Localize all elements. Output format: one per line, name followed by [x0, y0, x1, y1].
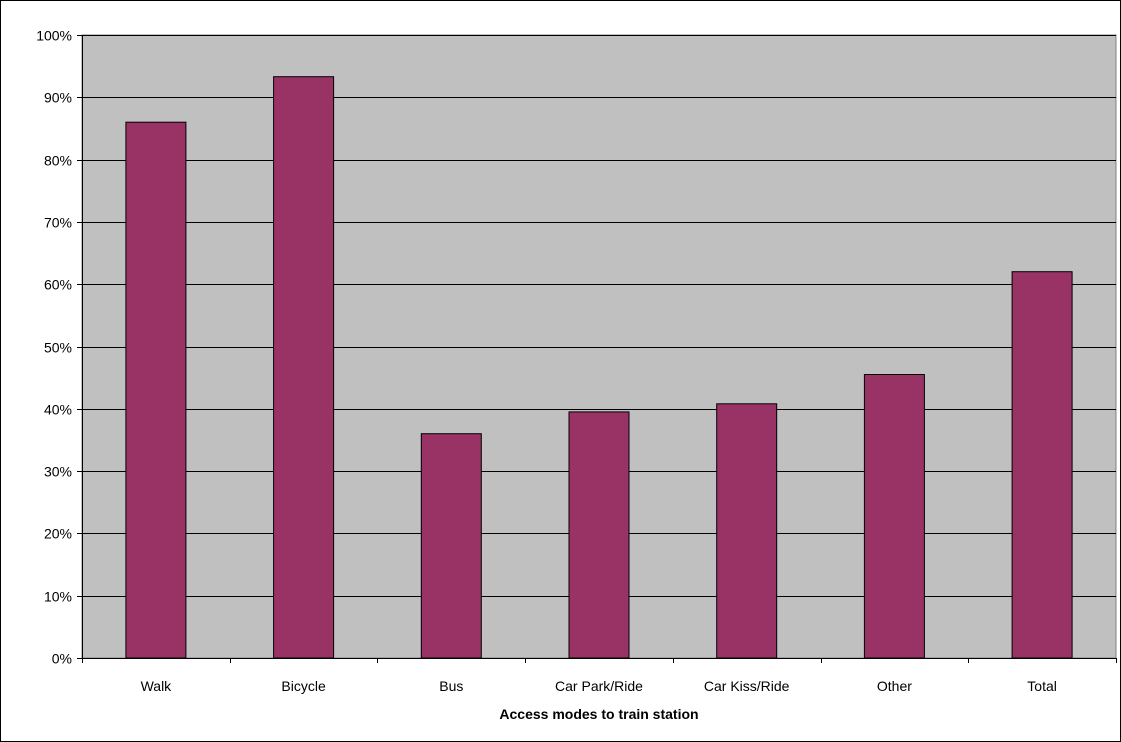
y-tick-label: 90%	[44, 90, 72, 106]
bar-car-kiss-ride	[716, 403, 778, 659]
bar-walk	[125, 121, 187, 659]
bar-car-park-ride	[568, 411, 630, 659]
y-axis: 0% 10% 20% 30% 40% 50% 60% 70% 80% 90% 100%	[36, 28, 83, 667]
x-tick-label: Bus	[439, 678, 463, 694]
bar-total	[1011, 271, 1073, 659]
bar-other	[863, 374, 925, 659]
y-tick-label: 0%	[52, 651, 72, 667]
x-tick-label: Bicycle	[281, 678, 326, 694]
y-tick-label: 40%	[44, 402, 72, 418]
bar-bus	[420, 433, 482, 659]
y-tick-label: 80%	[44, 153, 72, 169]
x-tick-label: Car Park/Ride	[555, 678, 643, 694]
x-tick-label: Car Kiss/Ride	[704, 678, 790, 694]
x-tick-label: Total	[1027, 678, 1057, 694]
bar-bicycle	[273, 76, 335, 659]
x-axis-title: Access modes to train station	[499, 706, 698, 722]
y-tick-label: 50%	[44, 340, 72, 356]
y-tick-label: 10%	[44, 589, 72, 605]
y-tick-label: 60%	[44, 277, 72, 293]
y-tick-label: 20%	[44, 526, 72, 542]
y-tick-label: 70%	[44, 215, 72, 231]
x-axis: Walk Bicycle Bus Car Park/Ride Car Kiss/Ride…	[82, 658, 1117, 694]
y-tick-label: 100%	[36, 28, 72, 44]
x-tick-label: Walk	[141, 678, 173, 694]
y-tick-label: 30%	[44, 464, 72, 480]
x-tick-label: Other	[877, 678, 912, 694]
